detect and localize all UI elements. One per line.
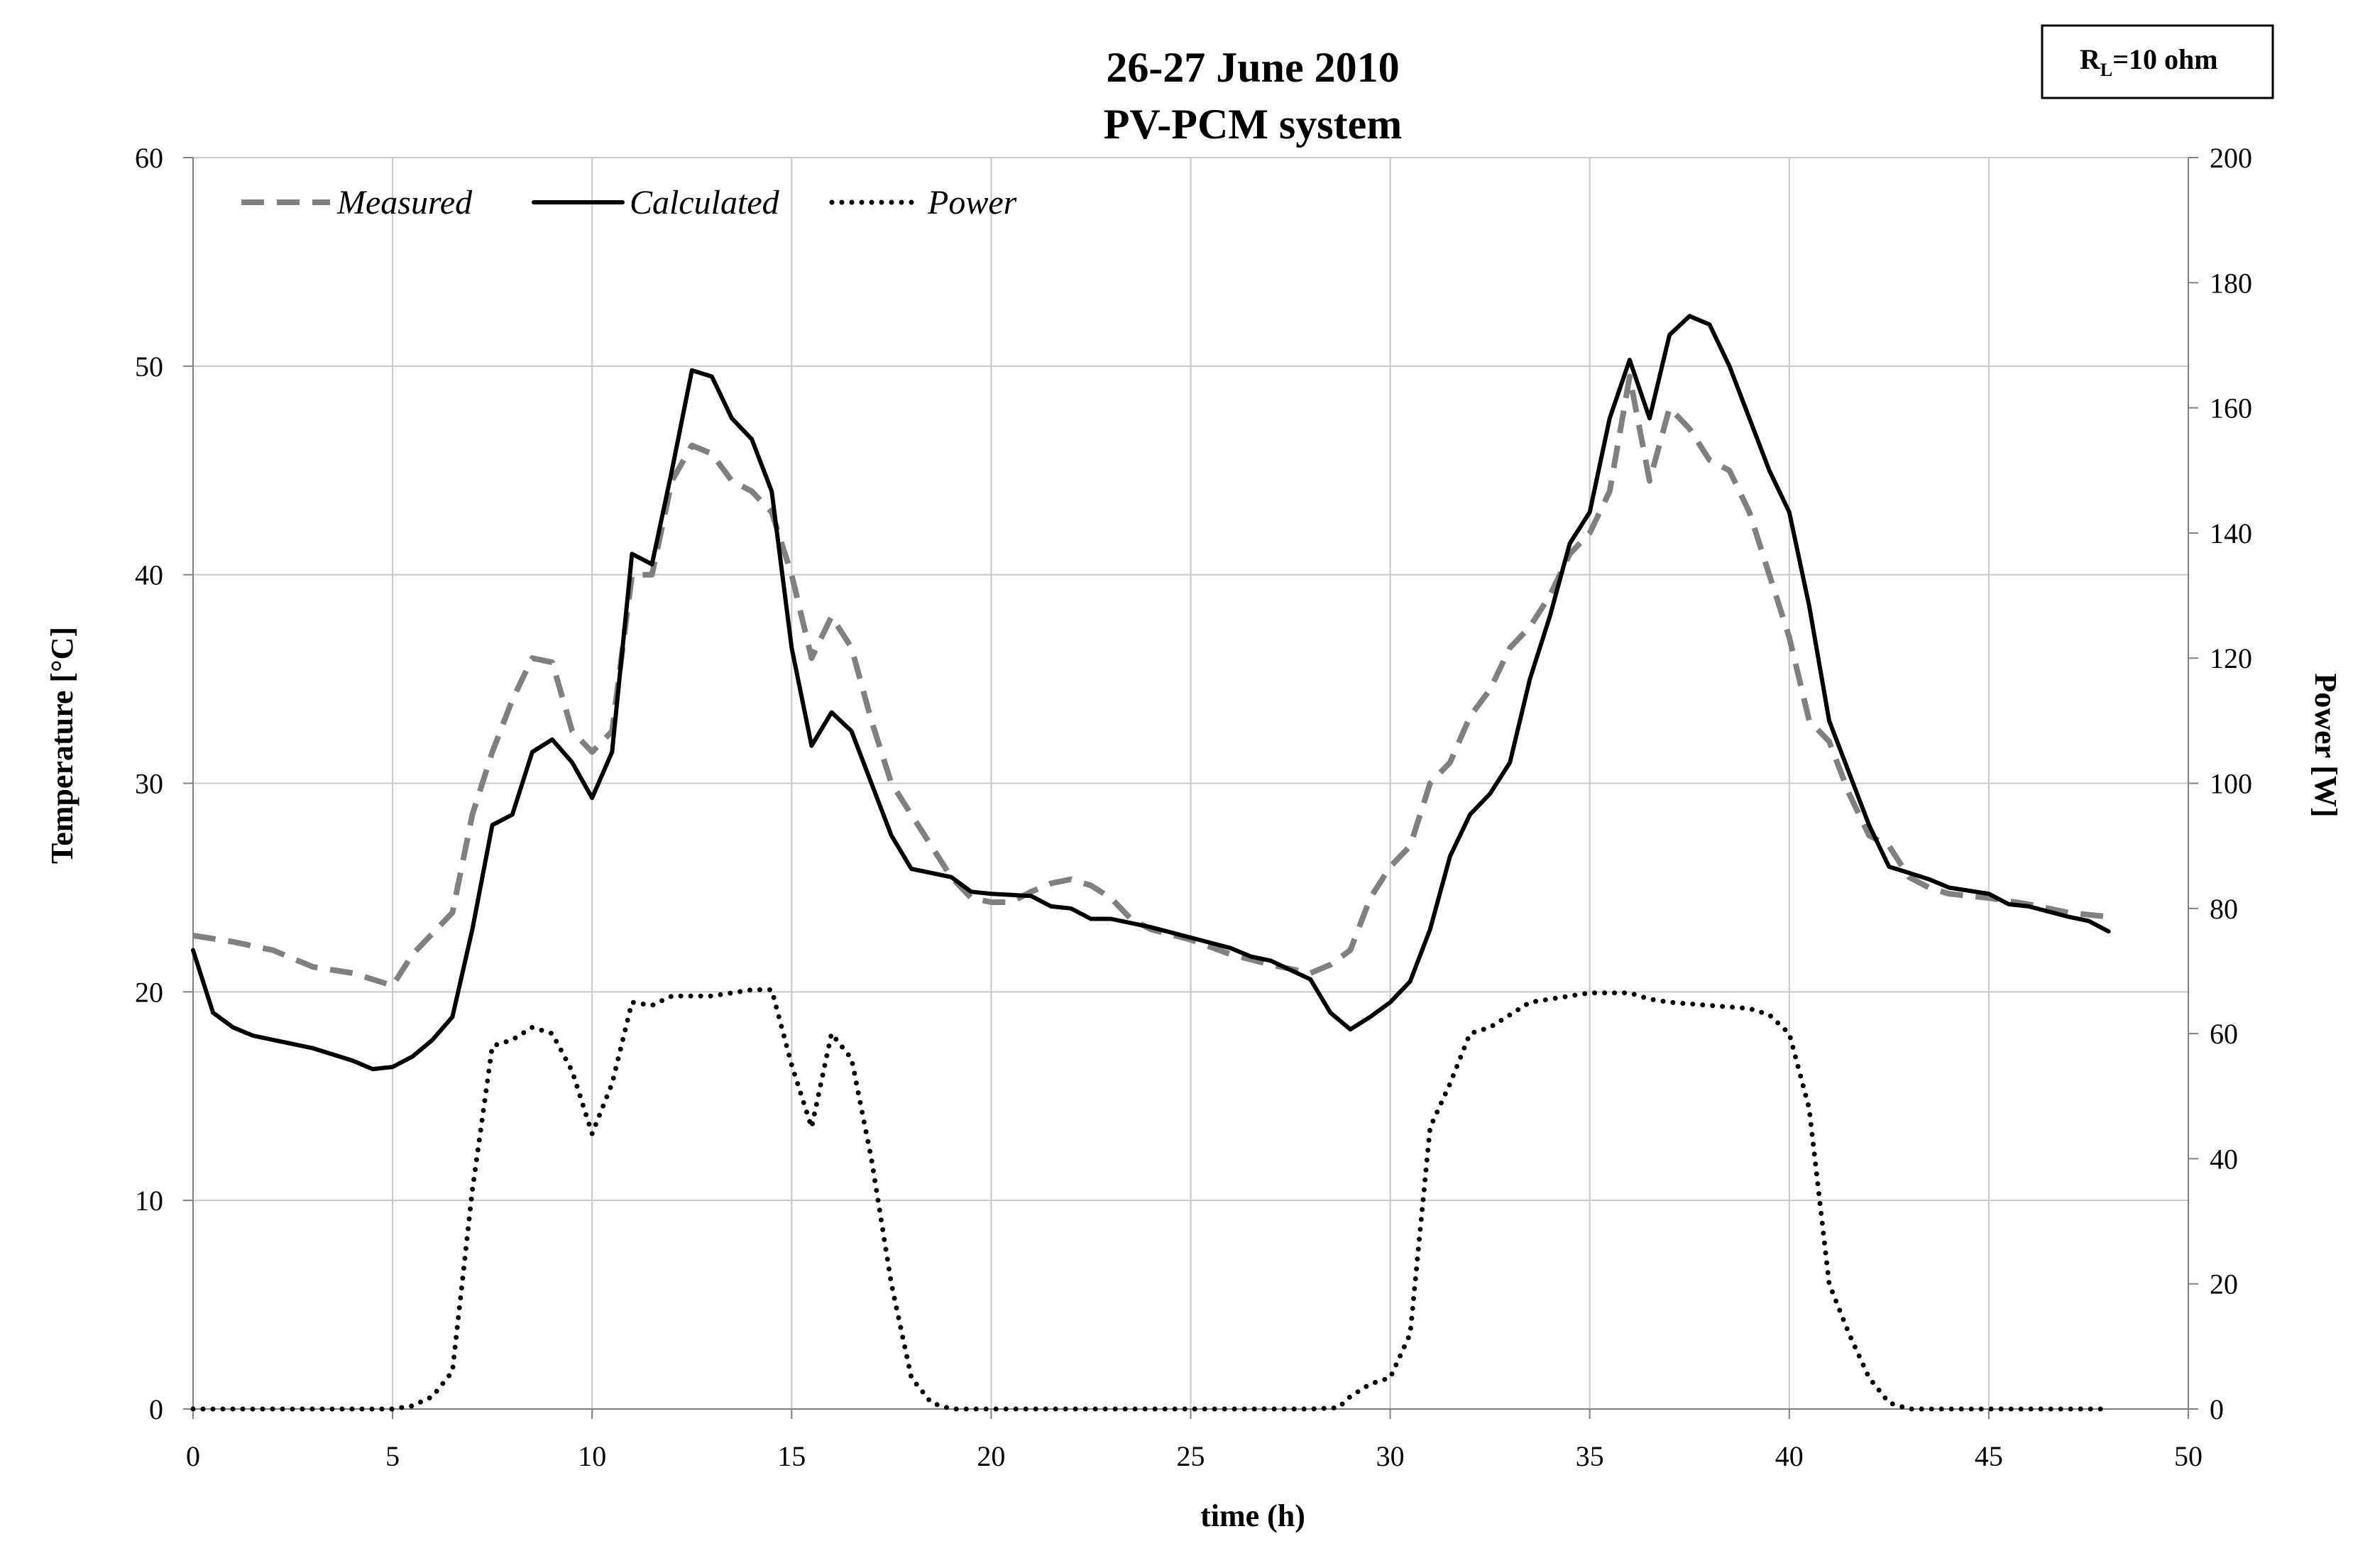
series-line-calculated xyxy=(191,314,2111,1072)
legend-label-calculated: Calculated xyxy=(630,184,780,221)
grid-layer xyxy=(193,157,2189,1409)
x-tick-label: 25 xyxy=(1177,1440,1205,1472)
y-tick-label: 50 xyxy=(135,351,163,383)
y-axis-title: Temperature [°C] xyxy=(45,627,79,864)
tick-layer: 0 5 10 15 20 25 30 35 40 45 5001020304050600204060… xyxy=(135,142,2252,1472)
series-layer xyxy=(190,314,2112,1412)
x-tick-label: 50 xyxy=(2174,1440,2203,1472)
x-tick-label: 10 xyxy=(578,1440,606,1472)
chart-title-line-1: 26-27 June 2010 xyxy=(1106,44,1399,91)
y2-tick-label: 40 xyxy=(2210,1143,2238,1175)
y-tick-label: 60 xyxy=(135,142,163,174)
x-tick-label: 5 xyxy=(385,1440,400,1472)
y2-tick-label: 0 xyxy=(2210,1393,2224,1425)
x-tick-label: 15 xyxy=(777,1440,806,1472)
x-tick-label: 45 xyxy=(1975,1440,2003,1472)
y-tick-label: 30 xyxy=(135,768,163,800)
y-tick-label: 0 xyxy=(149,1393,163,1425)
chart-title-line-2: PV-PCM system xyxy=(1104,101,1402,148)
y2-tick-label: 120 xyxy=(2210,642,2252,674)
y2-tick-label: 20 xyxy=(2210,1268,2238,1300)
load-resistance-annotation: RL=10 ohm xyxy=(2041,24,2274,99)
annotation-text: RL=10 ohm xyxy=(2080,43,2218,80)
y-tick-label: 10 xyxy=(135,1185,163,1217)
series-line-power xyxy=(190,987,2112,1412)
x-tick-label: 0 xyxy=(186,1440,200,1472)
legend-label-measured: Measured xyxy=(336,184,473,221)
legend: Measured Calculated Power xyxy=(241,184,1017,221)
axis-layer xyxy=(183,157,2198,1419)
y2-axis-title: Power [W] xyxy=(2308,673,2343,817)
y2-tick-label: 140 xyxy=(2210,517,2252,549)
y2-tick-label: 60 xyxy=(2210,1018,2238,1050)
y2-tick-label: 180 xyxy=(2210,267,2252,299)
y2-tick-label: 80 xyxy=(2210,893,2238,925)
annotation-box xyxy=(2041,24,2274,99)
annotation-subscript: L xyxy=(2100,60,2112,80)
x-tick-label: 30 xyxy=(1376,1440,1405,1472)
y-tick-label: 20 xyxy=(135,976,163,1008)
legend-label-power: Power xyxy=(927,184,1017,221)
series-line-measured xyxy=(192,373,2110,989)
y2-tick-label: 100 xyxy=(2210,768,2252,800)
annotation-main: R xyxy=(2080,43,2101,75)
y2-tick-label: 200 xyxy=(2210,142,2252,174)
x-tick-label: 40 xyxy=(1775,1440,1804,1472)
x-axis-title: time (h) xyxy=(1200,1498,1305,1533)
y-tick-label: 40 xyxy=(135,559,163,591)
y2-tick-label: 160 xyxy=(2210,393,2252,424)
annotation-rest: =10 ohm xyxy=(2112,43,2217,75)
x-tick-label: 20 xyxy=(977,1440,1005,1472)
x-tick-label: 35 xyxy=(1576,1440,1604,1472)
